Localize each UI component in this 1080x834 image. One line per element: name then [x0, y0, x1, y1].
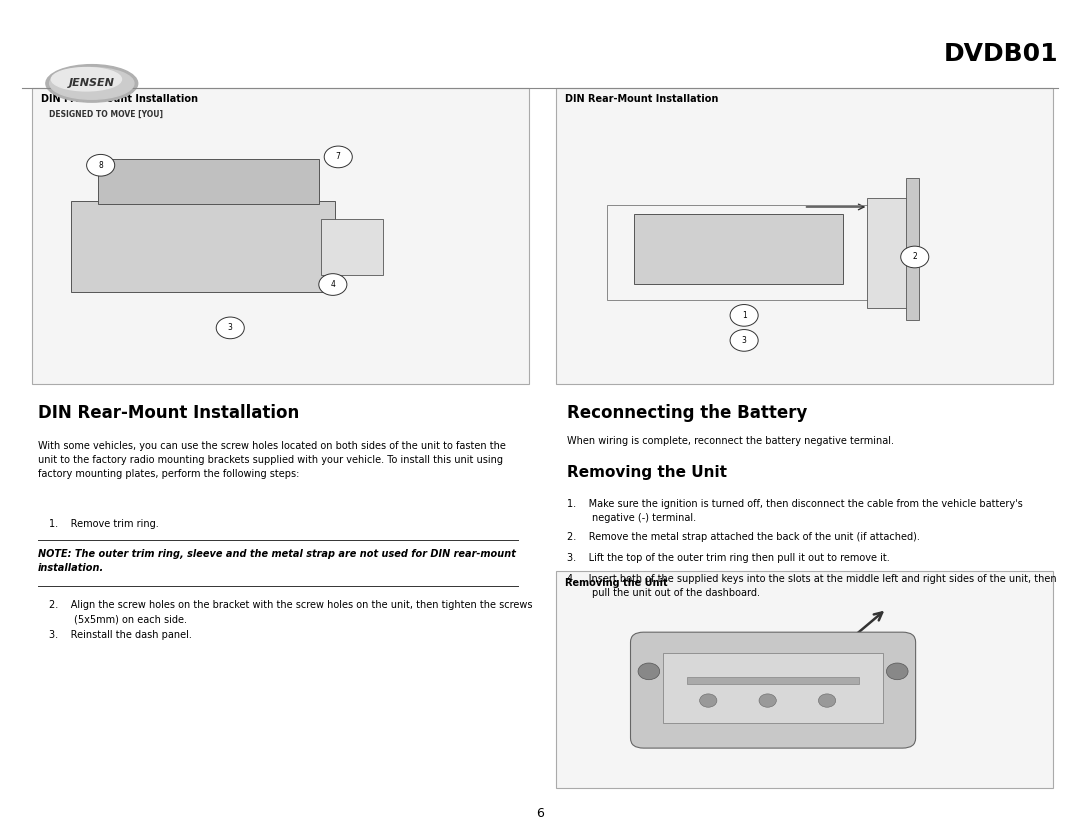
Text: Removing the Unit: Removing the Unit: [565, 578, 667, 588]
Text: 1.    Remove trim ring.: 1. Remove trim ring.: [49, 519, 159, 529]
Text: 8: 8: [98, 161, 103, 170]
FancyBboxPatch shape: [98, 159, 319, 204]
Text: DESIGNED TO MOVE [YOU]: DESIGNED TO MOVE [YOU]: [49, 110, 163, 119]
Circle shape: [759, 694, 777, 707]
Text: 4.    Insert both of the supplied keys into the slots at the middle left and rig: 4. Insert both of the supplied keys into…: [567, 574, 1056, 598]
FancyBboxPatch shape: [556, 88, 1053, 384]
FancyBboxPatch shape: [71, 201, 335, 292]
Text: 3.    Reinstall the dash panel.: 3. Reinstall the dash panel.: [49, 630, 191, 640]
Text: NOTE: The outer trim ring, sleeve and the metal strap are not used for DIN rear-: NOTE: The outer trim ring, sleeve and th…: [38, 549, 515, 573]
Text: JENSEN: JENSEN: [69, 78, 114, 88]
Ellipse shape: [51, 68, 121, 91]
Ellipse shape: [45, 65, 138, 103]
Text: 6: 6: [536, 806, 544, 820]
Text: 2.    Align the screw holes on the bracket with the screw holes on the unit, the: 2. Align the screw holes on the bracket …: [49, 600, 532, 625]
Text: DIN Rear-Mount Installation: DIN Rear-Mount Installation: [565, 94, 718, 104]
FancyBboxPatch shape: [687, 677, 860, 684]
Text: DVDB01: DVDB01: [944, 43, 1058, 66]
Text: 2: 2: [913, 253, 917, 262]
Text: 7: 7: [336, 153, 340, 162]
FancyBboxPatch shape: [631, 632, 916, 748]
Text: 1.    Make sure the ignition is turned off, then disconnect the cable from the v: 1. Make sure the ignition is turned off,…: [567, 499, 1023, 523]
Text: DIN Front-Mount Installation: DIN Front-Mount Installation: [41, 94, 198, 104]
Text: Reconnecting the Battery: Reconnecting the Battery: [567, 404, 808, 423]
Text: 1: 1: [742, 311, 746, 320]
Circle shape: [887, 663, 908, 680]
FancyBboxPatch shape: [867, 198, 913, 308]
Circle shape: [700, 694, 717, 707]
FancyBboxPatch shape: [634, 214, 843, 284]
Text: 3.    Lift the top of the outer trim ring then pull it out to remove it.: 3. Lift the top of the outer trim ring t…: [567, 553, 890, 563]
FancyBboxPatch shape: [663, 653, 883, 723]
Text: With some vehicles, you can use the screw holes located on both sides of the uni: With some vehicles, you can use the scre…: [38, 441, 505, 480]
Text: 3: 3: [742, 336, 746, 345]
Ellipse shape: [50, 68, 134, 99]
Text: Removing the Unit: Removing the Unit: [567, 465, 727, 480]
FancyBboxPatch shape: [906, 178, 919, 319]
Circle shape: [901, 246, 929, 268]
Text: 3: 3: [228, 324, 232, 333]
Text: 2.    Remove the metal strap attached the back of the unit (if attached).: 2. Remove the metal strap attached the b…: [567, 532, 920, 542]
FancyBboxPatch shape: [556, 571, 1053, 788]
FancyBboxPatch shape: [321, 219, 382, 274]
FancyBboxPatch shape: [32, 88, 529, 384]
Text: When wiring is complete, reconnect the battery negative terminal.: When wiring is complete, reconnect the b…: [567, 436, 894, 446]
Circle shape: [324, 146, 352, 168]
Circle shape: [730, 329, 758, 351]
Circle shape: [216, 317, 244, 339]
Text: DIN Rear-Mount Installation: DIN Rear-Mount Installation: [38, 404, 299, 423]
Text: 4: 4: [330, 280, 335, 289]
Circle shape: [730, 304, 758, 326]
Circle shape: [638, 663, 660, 680]
Circle shape: [86, 154, 114, 176]
Circle shape: [319, 274, 347, 295]
Circle shape: [819, 694, 836, 707]
